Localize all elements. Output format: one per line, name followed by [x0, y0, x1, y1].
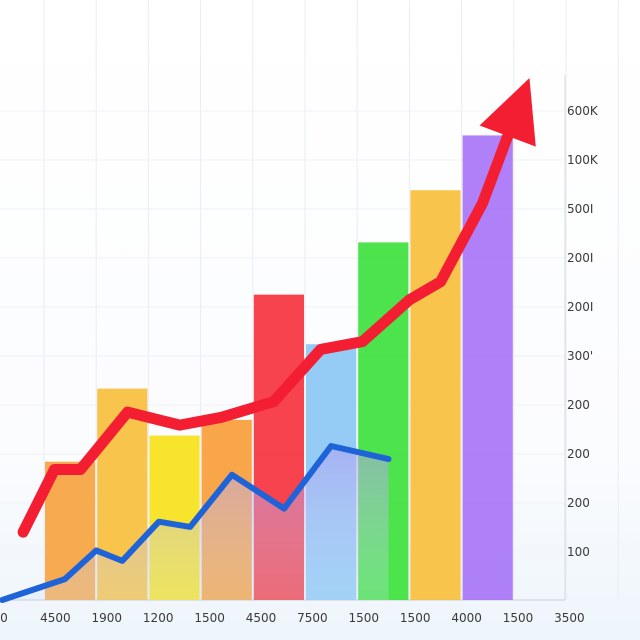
- series-line-red: [17, 126, 515, 538]
- y-tick-label: 500I: [567, 202, 593, 216]
- series-line-blue: [0, 443, 392, 603]
- x-tick-label: 1500: [400, 611, 431, 625]
- x-tick-label: 1500: [349, 611, 380, 625]
- y-tick-label: 200: [567, 398, 590, 412]
- x-tick-label: 1900: [92, 611, 123, 625]
- series-arrowhead: [479, 78, 536, 147]
- y-tick-label: 600K: [567, 104, 599, 118]
- x-tick-label: 3500: [554, 611, 585, 625]
- x-tick-label: 4000: [451, 611, 482, 625]
- x-tick-label: 7500: [297, 611, 328, 625]
- y-tick-label: 100: [567, 545, 590, 559]
- y-tick-label: 200I: [567, 251, 593, 265]
- x-tick-label: 4500: [246, 611, 277, 625]
- bar: [462, 135, 513, 601]
- y-tick-label: 100K: [567, 153, 599, 167]
- x-tick-label: 1200: [143, 611, 174, 625]
- x-axis-ticks: 0 4500 1900 1200 1500 4500 7500 1500 1500 4000 150…: [0, 611, 584, 625]
- x-tick-label: 1500: [194, 611, 225, 625]
- y-tick-label: 200: [567, 496, 590, 510]
- y-tick-label: 200I: [567, 300, 593, 314]
- x-tick-label: 1500: [503, 611, 534, 625]
- lines: [0, 78, 536, 603]
- y-tick-label: 200: [567, 447, 590, 461]
- x-tick-label: 4500: [40, 611, 71, 625]
- y-axis-ticks: 600K 100K 500I 200I 200I 300' 200 200 200 100: [567, 104, 599, 559]
- y-tick-label: 300': [567, 349, 593, 363]
- x-tick-label: 0: [0, 611, 8, 625]
